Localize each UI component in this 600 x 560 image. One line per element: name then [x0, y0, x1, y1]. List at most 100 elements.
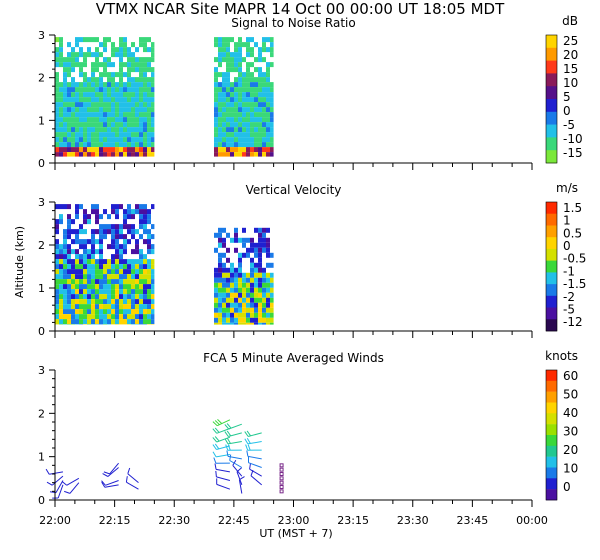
heatmap-cell [83, 304, 87, 310]
heatmap-cell [135, 107, 139, 113]
heatmap-cell [151, 204, 155, 210]
heatmap-cell [266, 152, 270, 157]
heatmap-cell [135, 117, 139, 123]
heatmap-cell [95, 284, 99, 290]
heatmap-cell [75, 279, 79, 285]
heatmap-cell [111, 259, 115, 265]
heatmap-cell [143, 57, 147, 63]
heatmap-cell [143, 204, 147, 210]
wind-barb-flag [247, 444, 251, 451]
wind-barb-shaft [249, 468, 262, 477]
heatmap-cell [218, 147, 222, 153]
colorbar-label: 25 [563, 34, 578, 48]
heatmap-cell [123, 259, 127, 265]
heatmap-cell [222, 107, 226, 113]
heatmap-cell [218, 302, 222, 308]
heatmap-cell [214, 77, 218, 83]
heatmap-cell [99, 107, 103, 113]
heatmap-cell [139, 319, 143, 325]
heatmap-cell [270, 297, 274, 303]
wind-barb-flag [226, 450, 229, 457]
heatmap-cell [99, 137, 103, 143]
heatmap-cell [127, 299, 131, 305]
heatmap-cell [218, 262, 222, 268]
heatmap-cell [151, 152, 155, 157]
heatmap-cell [147, 92, 151, 98]
heatmap-cell [95, 52, 99, 58]
heatmap-cell [143, 47, 147, 53]
heatmap-cell [75, 259, 79, 265]
wind-barb-shaft [104, 484, 119, 488]
wind-barb-flag [214, 463, 217, 470]
heatmap-cell [67, 229, 71, 235]
heatmap-cell [59, 214, 63, 220]
heatmap-cell [111, 309, 115, 315]
heatmap-cell [214, 82, 218, 88]
heatmap-cell [270, 137, 274, 143]
heatmap-cell [83, 77, 87, 83]
heatmap-cell [147, 137, 151, 143]
heatmap-cell [87, 264, 91, 270]
heatmap-cell [262, 307, 266, 313]
heatmap-cell [59, 244, 63, 250]
heatmap-cell [226, 287, 230, 293]
heatmap-cell [135, 127, 139, 133]
heatmap-cell [123, 102, 127, 108]
y-tick-label: 2 [38, 239, 45, 252]
heatmap-cell [266, 247, 270, 253]
heatmap-cell [234, 317, 238, 323]
heatmap-cell [95, 67, 99, 73]
heatmap-cell [246, 237, 250, 243]
wind-barb-shaft [109, 462, 119, 475]
heatmap-cell [127, 147, 131, 153]
heatmap-cell [147, 304, 151, 310]
heatmap-cell [246, 107, 250, 113]
heatmap-cell [226, 42, 230, 48]
heatmap-cell [266, 77, 270, 83]
wind-barb-flag [101, 480, 106, 486]
colorbar-label: 20 [563, 48, 578, 62]
heatmap-cell [99, 87, 103, 93]
colorbar-label: -2 [563, 290, 575, 304]
heatmap-cell [91, 249, 95, 255]
heatmap-cell [99, 254, 103, 260]
heatmap-cell [119, 304, 123, 310]
heatmap-cell [63, 269, 67, 275]
heatmap-cell [99, 269, 103, 275]
heatmap-cell [87, 219, 91, 225]
heatmap-cell [214, 37, 218, 43]
heatmap-cell [151, 112, 155, 118]
heatmap-cell [119, 229, 123, 235]
heatmap-cell [226, 47, 230, 53]
heatmap-cell [214, 97, 218, 103]
heatmap-cell [111, 319, 115, 325]
heatmap-cell [67, 42, 71, 48]
heatmap-cell [147, 132, 151, 138]
heatmap-cell [55, 147, 59, 153]
heatmap-cell [143, 82, 147, 88]
heatmap-cell [103, 152, 107, 157]
heatmap-cell [119, 279, 123, 285]
heatmap-cell [83, 137, 87, 143]
heatmap-cell [67, 299, 71, 305]
heatmap-cell [266, 92, 270, 98]
heatmap-cell [59, 269, 63, 275]
heatmap-cell [218, 242, 222, 248]
heatmap-cell [79, 152, 83, 157]
wind-barb-flag [102, 473, 109, 477]
heatmap-cell [270, 102, 274, 108]
heatmap-cell [218, 42, 222, 48]
heatmap-cell [111, 294, 115, 300]
heatmap-cell [151, 42, 155, 48]
heatmap-cell [151, 244, 155, 250]
heatmap-cell [123, 72, 127, 78]
colorbar-label: -1 [563, 264, 575, 278]
heatmap-cell [67, 57, 71, 63]
heatmap-cell [222, 72, 226, 78]
heatmap-cell [147, 97, 151, 103]
heatmap-cell [258, 72, 262, 78]
heatmap-cell [127, 239, 131, 245]
heatmap-cell [127, 269, 131, 275]
heatmap-cell [242, 82, 246, 88]
